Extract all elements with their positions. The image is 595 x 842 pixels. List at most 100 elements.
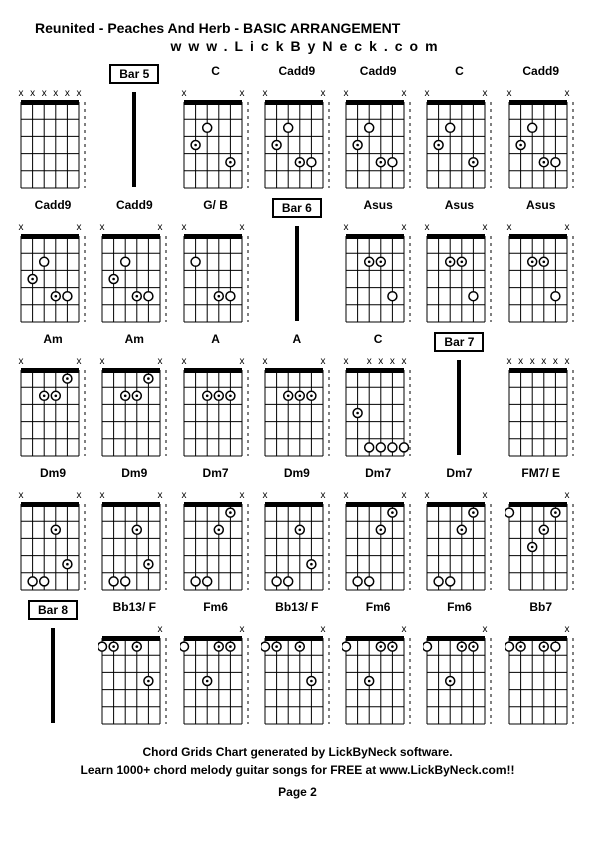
chord-diagram-cell: Dm9xx: [96, 466, 172, 594]
chord-diagram-cell: Amxx: [96, 332, 172, 460]
chord-label: Dm7: [446, 466, 472, 484]
chord-diagram-svg: xx: [180, 352, 252, 460]
chord-diagram-svg: xxxxxx: [17, 84, 89, 192]
chord-diagram-cell: Dm7 xx: [178, 466, 254, 594]
chord-diagram-cell: Cadd9 xx: [96, 198, 172, 326]
svg-text:x: x: [19, 356, 24, 367]
svg-text:x: x: [402, 222, 407, 233]
chord-label: A: [211, 332, 220, 350]
chord-diagram-svg: xx: [261, 84, 333, 192]
chord-label: Asus: [363, 198, 392, 216]
chord-diagram-svg: xx: [98, 218, 170, 326]
svg-text:x: x: [367, 356, 372, 367]
svg-text:x: x: [77, 490, 82, 501]
chord-label: Cadd9: [279, 64, 316, 82]
chord-diagram-cell: Cadd9xx: [503, 64, 579, 192]
svg-text:x: x: [564, 624, 569, 635]
svg-text:x: x: [181, 490, 186, 501]
svg-text:x: x: [425, 490, 430, 501]
svg-text:x: x: [320, 88, 325, 99]
chord-label: C: [374, 332, 383, 350]
chord-diagram-svg: x: [342, 620, 414, 728]
chord-label: FM7/ E: [521, 466, 560, 484]
chord-label: Dm9: [40, 466, 66, 484]
svg-text:x: x: [344, 88, 349, 99]
svg-text:x: x: [506, 88, 511, 99]
svg-text:x: x: [564, 88, 569, 99]
svg-text:x: x: [239, 88, 244, 99]
chord-diagram-cell: Cx x: [421, 64, 497, 192]
svg-text:x: x: [158, 356, 163, 367]
bar-line: [51, 628, 55, 723]
bar-marker: Bar 8: [15, 600, 91, 728]
chord-diagram-cell: Cadd9xx: [340, 64, 416, 192]
svg-text:x: x: [483, 88, 488, 99]
svg-text:x: x: [158, 624, 163, 635]
chord-label: Fm6: [366, 600, 391, 618]
svg-text:x: x: [53, 88, 58, 99]
chord-diagram-cell: Axx: [259, 332, 335, 460]
svg-text:x: x: [402, 490, 407, 501]
chord-diagram-cell: G/ Bxx: [178, 198, 254, 326]
svg-text:x: x: [77, 222, 82, 233]
bar-label: Bar 5: [109, 64, 159, 84]
chord-label: Bb7: [529, 600, 552, 618]
chord-diagram-cell: Asusxx: [421, 198, 497, 326]
svg-text:x: x: [506, 222, 511, 233]
footer-line-2: Learn 1000+ chord melody guitar songs fo…: [15, 761, 580, 779]
svg-text:x: x: [100, 356, 105, 367]
chord-diagram-svg: x: [423, 620, 495, 728]
chord-label: C: [211, 64, 220, 82]
svg-text:x: x: [320, 490, 325, 501]
chord-diagram-svg: x: [261, 620, 333, 728]
svg-text:x: x: [564, 490, 569, 501]
chord-label: Am: [125, 332, 144, 350]
svg-text:x: x: [553, 356, 558, 367]
chord-diagram-cell: Cadd9xx: [259, 64, 335, 192]
svg-text:x: x: [390, 356, 395, 367]
chord-diagram-svg: x: [505, 620, 577, 728]
bar-line: [295, 226, 299, 321]
svg-text:x: x: [518, 356, 523, 367]
svg-text:x: x: [181, 222, 186, 233]
chord-diagram-cell: Dm9xx: [259, 466, 335, 594]
chord-label: Cadd9: [116, 198, 153, 216]
chord-diagram-svg: xx: [342, 218, 414, 326]
svg-text:x: x: [239, 222, 244, 233]
chord-diagram-cell: Dm9 x x: [15, 466, 91, 594]
chord-diagram-svg: xx: [98, 352, 170, 460]
chord-grid-container: xxxxxxBar 5CxxCadd9xxCadd9xxCxxCadd9xxCa…: [15, 64, 580, 728]
chord-diagram-cell: Dm7xx: [421, 466, 497, 594]
chord-diagram-cell: Fm6 x: [340, 600, 416, 728]
chord-diagram-svg: xx: [17, 218, 89, 326]
svg-text:x: x: [425, 88, 430, 99]
chord-label: Asus: [445, 198, 474, 216]
footer-line-1: Chord Grids Chart generated by LickByNec…: [15, 743, 580, 761]
svg-text:x: x: [402, 624, 407, 635]
header-area: Reunited - Peaches And Herb - BASIC ARRA…: [15, 20, 580, 54]
chord-label: Fm6: [447, 600, 472, 618]
svg-text:x: x: [506, 356, 511, 367]
bar-label: Bar 8: [28, 600, 78, 620]
chord-label: Bb13/ F: [113, 600, 156, 618]
chord-label: Dm7: [203, 466, 229, 484]
svg-text:x: x: [19, 490, 24, 501]
svg-text:x: x: [239, 356, 244, 367]
bar-line: [132, 92, 136, 187]
chord-diagram-svg: xxxxx: [342, 352, 414, 460]
chord-diagram-cell: Cadd9xx: [15, 198, 91, 326]
svg-text:x: x: [262, 88, 267, 99]
chord-diagram-cell: Bb13/ Fx: [96, 600, 172, 728]
chord-diagram-svg: xx: [180, 486, 252, 594]
chord-diagram-svg: xx: [261, 352, 333, 460]
svg-text:x: x: [483, 222, 488, 233]
svg-text:x: x: [262, 490, 267, 501]
svg-text:x: x: [42, 88, 47, 99]
svg-text:x: x: [320, 624, 325, 635]
chord-label: C: [455, 64, 464, 82]
svg-text:x: x: [483, 624, 488, 635]
svg-text:x: x: [158, 490, 163, 501]
svg-text:x: x: [158, 222, 163, 233]
chord-diagram-cell: Asusxx: [503, 198, 579, 326]
chord-diagram-cell: Fm6 x: [421, 600, 497, 728]
